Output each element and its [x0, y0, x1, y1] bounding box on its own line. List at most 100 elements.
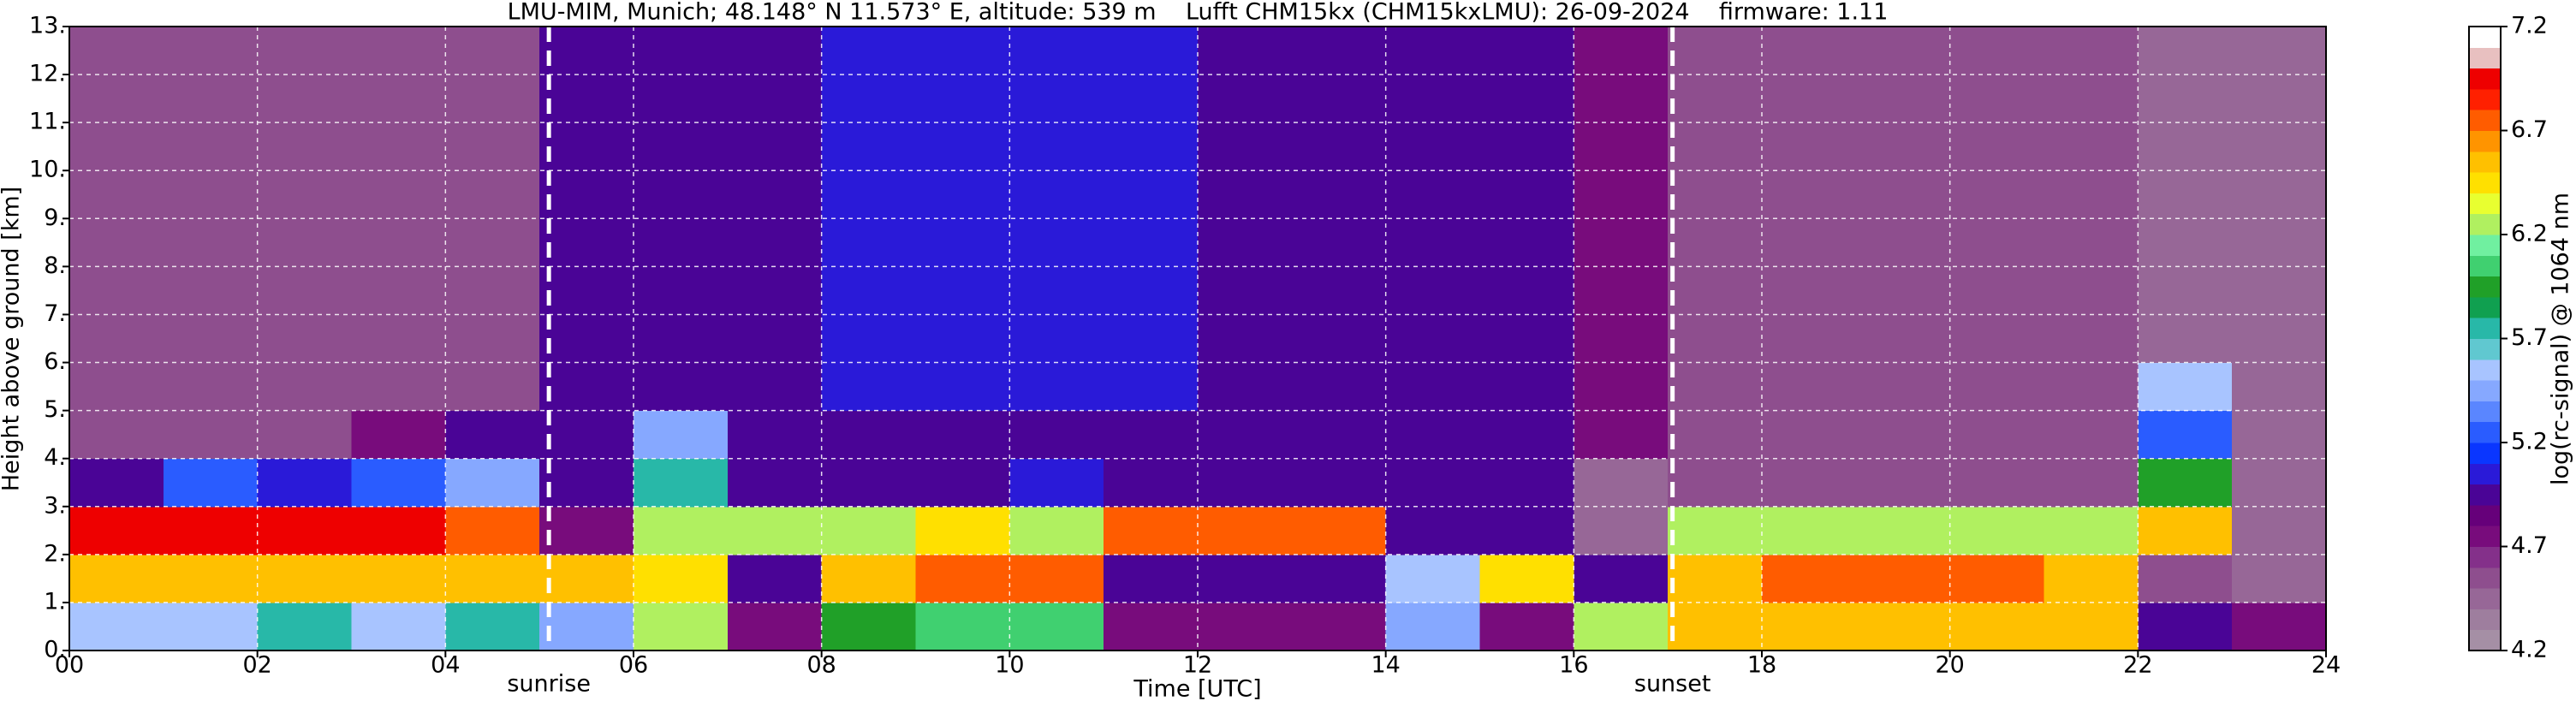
- heatmap-cell: [257, 602, 352, 651]
- colorbar-swatch: [2469, 276, 2501, 298]
- colorbar-swatch: [2469, 484, 2501, 506]
- heatmap-cell: [1668, 602, 1763, 651]
- heatmap-cell: [2232, 506, 2327, 556]
- y-axis-label: Height above ground [km]: [0, 187, 25, 491]
- heatmap-cell: [257, 74, 352, 123]
- heatmap-cell: [445, 362, 540, 412]
- heatmap-cell: [2044, 458, 2139, 508]
- heatmap-cell: [821, 602, 916, 651]
- heatmap-cell: [2138, 458, 2233, 508]
- heatmap-cell: [445, 458, 540, 508]
- heatmap-cell: [163, 74, 259, 123]
- heatmap-cell: [1855, 410, 1951, 460]
- heatmap-cell: [1104, 314, 1199, 364]
- heatmap-cell: [2138, 218, 2233, 267]
- heatmap-cell: [351, 602, 446, 651]
- heatmap-cell: [2232, 218, 2327, 267]
- colorbar-swatch: [2469, 318, 2501, 339]
- heatmap-cell: [1104, 27, 1199, 75]
- heatmap-cell: [1009, 27, 1104, 75]
- x-tick-label: 10: [995, 652, 1024, 679]
- heatmap-cell: [2232, 362, 2327, 412]
- heatmap-cell: [821, 314, 916, 364]
- heatmap-cell: [1385, 314, 1480, 364]
- heatmap-cell: [1949, 410, 2044, 460]
- heatmap-cell: [727, 506, 823, 556]
- heatmap-cell: [1009, 506, 1104, 556]
- heatmap-cell: [1198, 602, 1293, 651]
- heatmap-cell: [1762, 266, 1857, 315]
- heatmap-cell: [1009, 218, 1104, 267]
- heatmap-cell: [2044, 314, 2139, 364]
- heatmap-cell: [634, 170, 729, 219]
- heatmap-cell: [1762, 74, 1857, 123]
- y-tick-label: 11.: [29, 109, 66, 135]
- heatmap-cell: [1668, 218, 1763, 267]
- heatmap-cell: [1574, 362, 1669, 412]
- heatmap-cell: [1291, 554, 1387, 603]
- heatmap-cell: [351, 122, 446, 171]
- colorbar-swatch: [2469, 359, 2501, 381]
- heatmap-cell: [539, 410, 634, 460]
- heatmap-cell: [1855, 74, 1951, 123]
- heatmap-cell: [727, 602, 823, 651]
- heatmap-cell: [1479, 362, 1574, 412]
- heatmap-cell: [821, 122, 916, 171]
- heatmap-cell: [163, 458, 259, 508]
- heatmap-cell: [539, 170, 634, 219]
- heatmap-cell: [69, 410, 164, 460]
- heatmap-cell: [1855, 602, 1951, 651]
- heatmap-cell: [2138, 602, 2233, 651]
- heatmap-cell: [1198, 122, 1293, 171]
- heatmap-cell: [1291, 314, 1387, 364]
- heatmap-cell: [1949, 554, 2044, 603]
- annotation: sunrise: [507, 671, 591, 698]
- heatmap-cell: [1479, 314, 1574, 364]
- heatmap-cell: [1291, 27, 1387, 75]
- heatmap-cell: [2232, 602, 2327, 651]
- heatmap-cell: [69, 122, 164, 171]
- colorbar-tick-label: 6.2: [2511, 221, 2548, 247]
- heatmap-cell: [727, 314, 823, 364]
- colorbar-swatch: [2469, 172, 2501, 193]
- x-tick-label: 22: [2123, 652, 2152, 679]
- colorbar-swatch: [2469, 27, 2501, 48]
- heatmap-cell: [821, 27, 916, 75]
- heatmap-cell: [1762, 362, 1857, 412]
- heatmap-cell: [727, 362, 823, 412]
- heatmap-cell: [69, 266, 164, 315]
- heatmap-cell: [1668, 266, 1763, 315]
- heatmap-cell: [445, 602, 540, 651]
- heatmap-cell: [1009, 602, 1104, 651]
- heatmap-cell: [1855, 27, 1951, 75]
- heatmap-cell: [1949, 314, 2044, 364]
- heatmap-cell: [915, 314, 1010, 364]
- colorbar-swatch: [2469, 47, 2501, 69]
- heatmap-cell: [351, 170, 446, 219]
- heatmap-cell: [2232, 458, 2327, 508]
- heatmap-cell: [2138, 362, 2233, 412]
- heatmap-cell: [1762, 506, 1857, 556]
- colorbar-swatch: [2469, 296, 2501, 318]
- heatmap-cell: [351, 362, 446, 412]
- heatmap-cell: [1291, 218, 1387, 267]
- heatmap-cell: [1198, 362, 1293, 412]
- heatmap-cell: [163, 554, 259, 603]
- heatmap-cell: [2044, 554, 2139, 603]
- heatmap-cell: [257, 458, 352, 508]
- heatmap-cell: [1574, 122, 1669, 171]
- heatmap-cell: [727, 74, 823, 123]
- heatmap-cell: [1574, 266, 1669, 315]
- colorbar-swatch: [2469, 567, 2501, 589]
- colorbar-swatch: [2469, 193, 2501, 215]
- heatmap-cell: [1009, 314, 1104, 364]
- heatmap-cell: [2138, 266, 2233, 315]
- heatmap-cell: [1291, 410, 1387, 460]
- heatmap-cell: [257, 122, 352, 171]
- colorbar-tick-label: 7.2: [2511, 13, 2548, 39]
- heatmap-cell: [2044, 410, 2139, 460]
- heatmap-cell: [445, 266, 540, 315]
- heatmap-cell: [634, 362, 729, 412]
- y-tick-label: 5.: [44, 396, 66, 423]
- heatmap-cell: [445, 506, 540, 556]
